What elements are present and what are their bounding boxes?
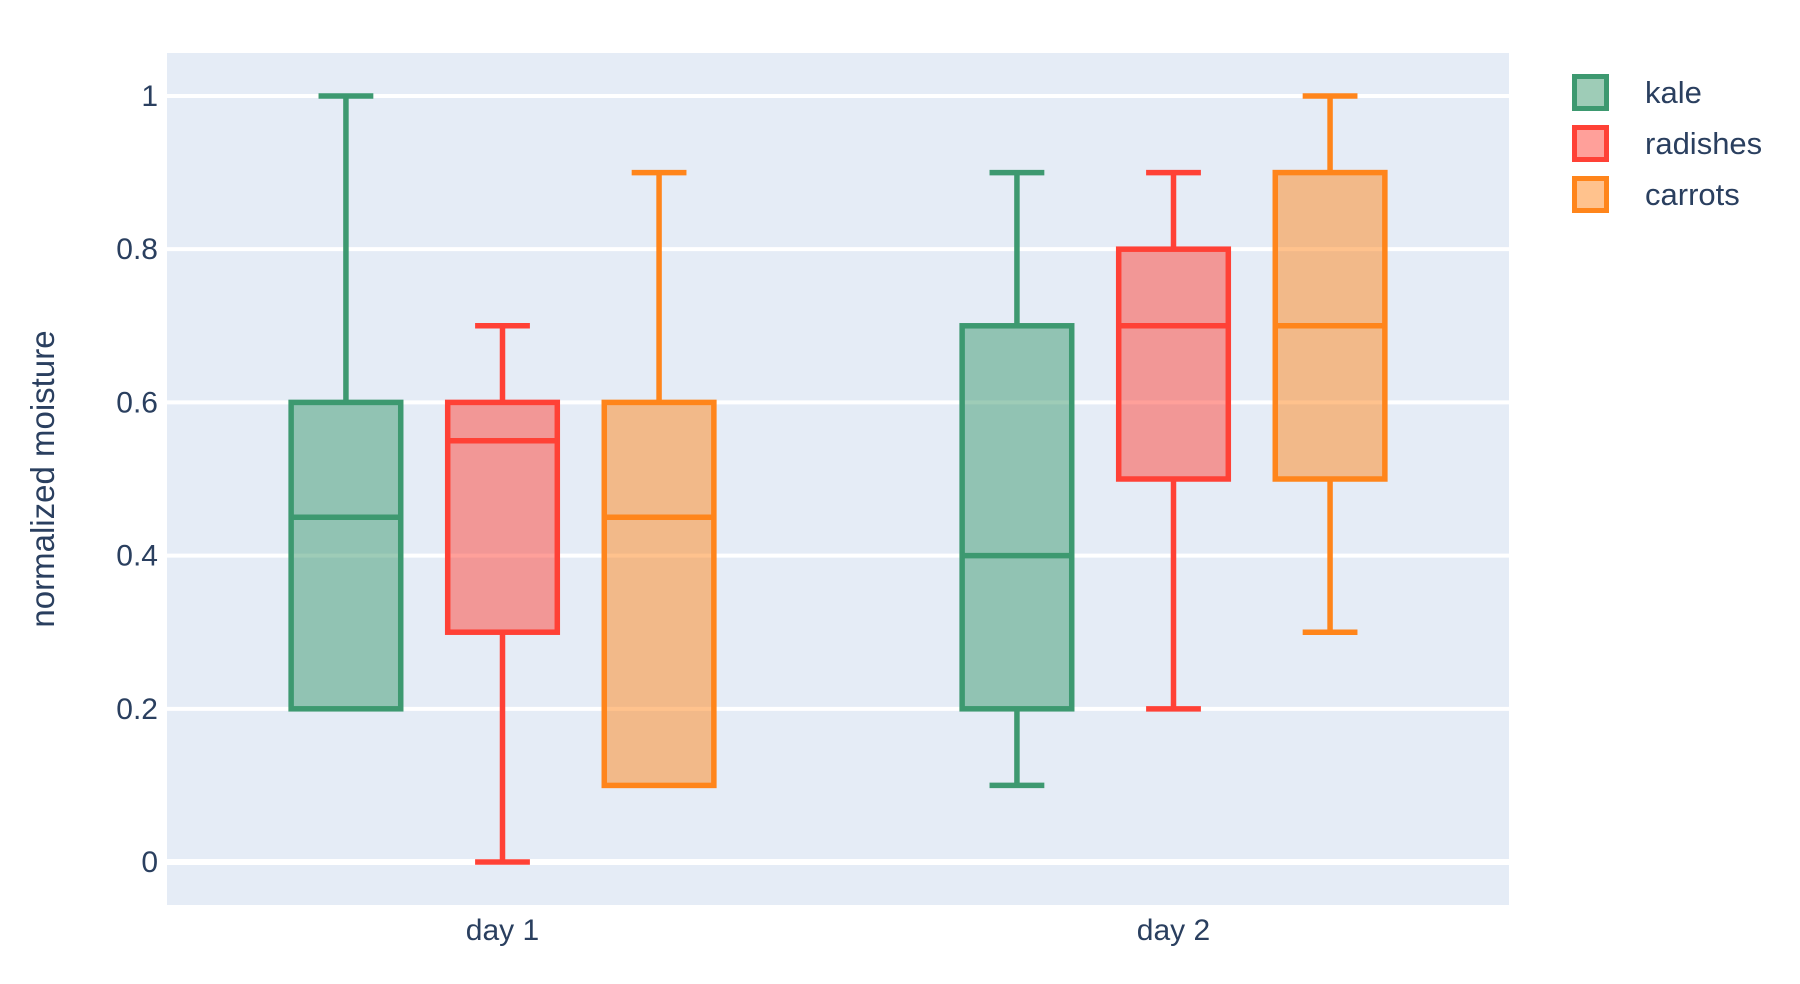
iqr-box — [959, 323, 1075, 712]
legend-label-kale: kale — [1645, 74, 1702, 110]
y-tick-label: 1 — [141, 80, 158, 113]
x-tick-label: day 1 — [466, 914, 539, 947]
box-kale-day-2[interactable] — [959, 169, 1075, 789]
y-axis-title: normalized moisture — [24, 330, 61, 628]
y-tick-label: 0 — [141, 846, 158, 879]
box-radishes-day-1[interactable] — [444, 323, 561, 865]
box-carrots-day-1[interactable] — [601, 169, 717, 789]
y-tick-label: 0.2 — [116, 693, 158, 726]
legend-label-radishes: radishes — [1645, 125, 1763, 161]
y-tick-label: 0.8 — [116, 233, 158, 266]
iqr-box — [601, 399, 717, 789]
legend-label-carrots: carrots — [1645, 176, 1740, 212]
y-tick-label: 0.4 — [116, 540, 158, 573]
box-kale-day-1[interactable] — [288, 93, 404, 712]
legend-swatch-carrots — [1572, 176, 1609, 213]
legend-swatch-kale — [1572, 74, 1609, 111]
legend: kale radishes carrots — [1572, 74, 1762, 227]
x-tick-label: day 2 — [1137, 914, 1210, 947]
iqr-box — [288, 399, 404, 712]
legend-item-kale[interactable]: kale — [1572, 74, 1762, 111]
legend-item-radishes[interactable]: radishes — [1572, 125, 1762, 162]
y-tick-label: 0.6 — [116, 386, 158, 419]
iqr-box — [444, 399, 561, 635]
legend-item-carrots[interactable]: carrots — [1572, 176, 1762, 213]
box-carrots-day-2[interactable] — [1272, 93, 1388, 635]
box-radishes-day-2[interactable] — [1115, 169, 1232, 712]
legend-swatch-radishes — [1572, 125, 1609, 162]
iqr-box — [1115, 246, 1232, 482]
